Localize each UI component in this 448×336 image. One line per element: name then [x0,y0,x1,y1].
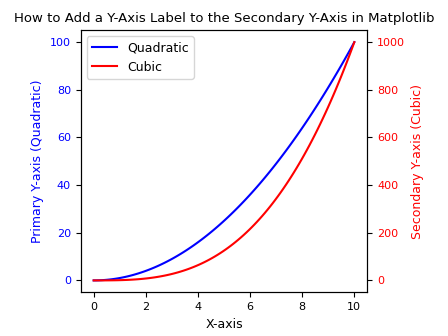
Quadratic [331,77,336,81]
Cubic [91,279,96,283]
Quadratic [151,265,157,269]
Quadratic [225,215,231,219]
Quadratic [352,40,357,44]
Cubic [339,75,344,79]
Y-axis label: Secondary Y-axis (Cubic): Secondary Y-axis (Cubic) [411,84,424,239]
Cubic [225,246,231,250]
Cubic [151,276,157,280]
Quadratic [339,64,344,68]
Quadratic [141,269,146,274]
Cubic [246,228,252,232]
Cubic [331,93,336,97]
Line: Quadratic: Quadratic [94,42,354,281]
Quadratic [246,194,252,198]
Quadratic [91,279,96,283]
Legend: Quadratic, Cubic: Quadratic, Cubic [87,37,194,79]
Line: Cubic: Cubic [94,42,354,281]
X-axis label: X-axis: X-axis [205,318,243,331]
Y-axis label: Primary Y-axis (Quadratic): Primary Y-axis (Quadratic) [31,80,44,243]
Cubic [352,40,357,44]
Cubic [141,277,146,281]
Title: How to Add a Y-Axis Label to the Secondary Y-Axis in Matplotlib: How to Add a Y-Axis Label to the Seconda… [14,12,434,25]
